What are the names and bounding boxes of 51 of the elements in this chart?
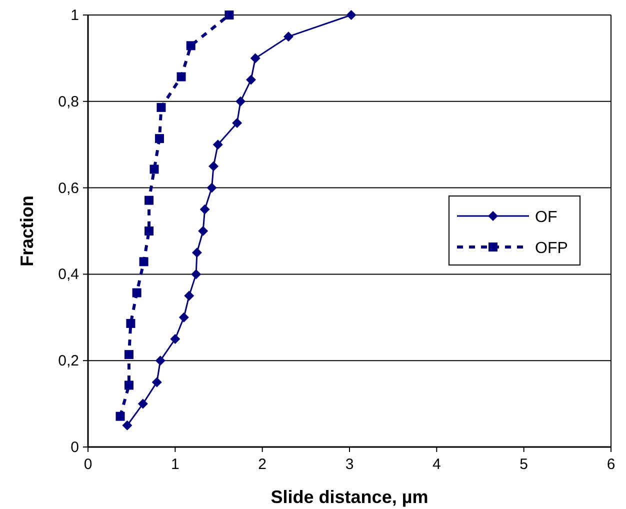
point	[170, 334, 180, 344]
point	[346, 10, 356, 20]
point	[191, 269, 202, 280]
point	[116, 412, 125, 421]
y-tick-label: 0,8	[58, 93, 79, 110]
point	[212, 140, 223, 150]
point	[186, 41, 196, 50]
point	[156, 102, 166, 112]
point	[192, 248, 202, 258]
point	[155, 356, 166, 366]
y-axis-title: Fraction	[17, 195, 37, 267]
x-axis-title: Slide distance, µm	[270, 487, 428, 507]
point	[200, 204, 210, 214]
point	[122, 420, 132, 430]
point	[132, 288, 142, 298]
x-tick-label: 6	[606, 456, 616, 473]
point	[126, 318, 136, 328]
x-tick-label: 4	[432, 456, 441, 473]
legend-label: OFP	[535, 240, 568, 257]
point	[176, 72, 186, 82]
point	[150, 164, 159, 174]
point	[198, 226, 208, 236]
x-tick-label: 2	[258, 456, 267, 473]
x-tick-label: 5	[520, 456, 528, 473]
point	[250, 53, 260, 64]
y-tick-label: 0	[70, 439, 79, 456]
y-tick-label: 0,2	[58, 352, 79, 370]
point	[139, 257, 148, 266]
y-tick-label: 1	[70, 7, 79, 24]
point	[224, 10, 234, 20]
point	[144, 196, 154, 205]
point	[208, 161, 219, 172]
y-tick-label: 0,4	[58, 266, 79, 284]
legend-label: OF	[535, 209, 558, 226]
point	[283, 32, 294, 42]
y-tick-label: 0,6	[58, 180, 79, 197]
x-tick-label: 3	[345, 456, 354, 473]
point	[184, 290, 194, 301]
x-tick-label: 1	[170, 456, 180, 473]
point	[246, 74, 256, 85]
point	[124, 350, 134, 360]
point	[138, 398, 148, 409]
point	[236, 96, 246, 106]
point	[154, 134, 164, 144]
point	[124, 380, 134, 390]
point	[178, 312, 189, 322]
point	[144, 226, 154, 236]
point	[232, 118, 242, 128]
point	[206, 182, 217, 193]
point	[152, 377, 162, 388]
x-tick-label: 0	[84, 456, 92, 473]
